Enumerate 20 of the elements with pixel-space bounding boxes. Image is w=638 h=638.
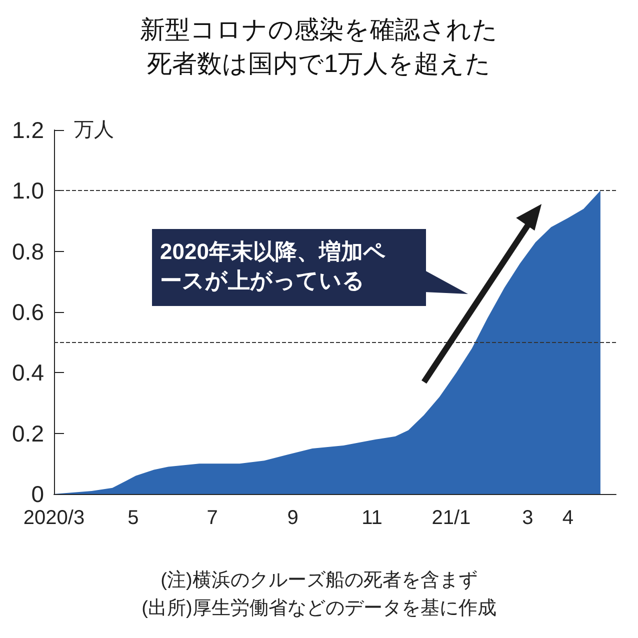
- x-tick-label: 9: [287, 507, 298, 529]
- x-tick-label: 4: [562, 507, 574, 529]
- chart-title: 新型コロナの感染を確認された死者数は国内で1万人を超えた: [140, 16, 498, 78]
- x-tick-label: 7: [206, 507, 218, 529]
- y-tick-label: 1.0: [12, 178, 44, 204]
- text: (出所)厚生労働省などのデータを基に作成: [142, 598, 496, 619]
- x-tick-label: 11: [362, 507, 382, 529]
- y-tick-label: 0: [31, 481, 44, 507]
- y-tick-label: 0.8: [12, 238, 44, 264]
- x-tick-label: 21/1: [432, 507, 471, 529]
- y-tick-label: 0.2: [12, 420, 44, 446]
- y-axis-title: 万人: [74, 119, 114, 141]
- x-tick-label: 5: [128, 507, 139, 529]
- text: (注)横浜のクルーズ船の死者を含まず: [160, 569, 478, 591]
- x-tick-label: 3: [522, 507, 534, 529]
- y-tick-label: 1.2: [12, 117, 44, 143]
- x-tick-label: 2020/3: [23, 507, 85, 529]
- annotation: 2020年末以降、増加ペースが上がっている: [160, 238, 387, 295]
- y-tick-label: 0.6: [12, 299, 44, 325]
- y-tick-label: 0.4: [12, 360, 44, 386]
